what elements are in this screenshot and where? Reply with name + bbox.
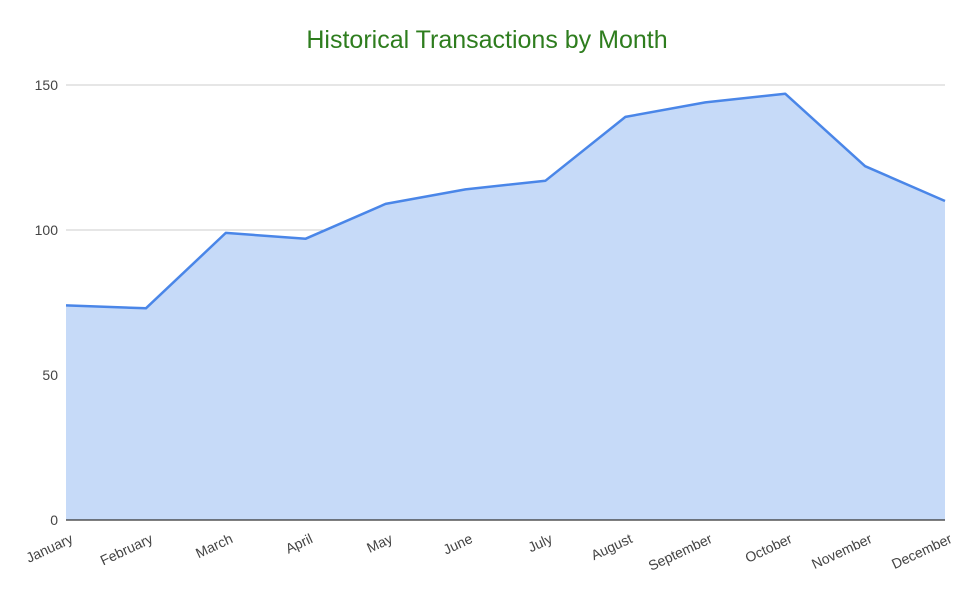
series-area-fill [66,93,945,520]
x-tick-label-march: March [193,530,235,561]
x-tick-label-february: February [98,530,156,568]
y-tick-label-150: 150 [35,77,59,93]
x-tick-label-april: April [283,530,315,556]
x-tick-label-july: July [525,530,554,555]
x-tick-label-june: June [441,530,475,557]
chart-title: Historical Transactions by Month [306,26,668,54]
series-line [65,92,946,310]
x-tick-label-september: September [646,530,715,574]
x-tick-label-november: November [809,530,875,572]
x-tick-label-may: May [364,530,395,556]
x-tick-label-december: December [889,530,955,572]
x-tick-label-october: October [743,530,795,566]
series-area [65,92,946,520]
y-tick-label-50: 50 [42,367,58,383]
y-tick-label-0: 0 [50,512,58,528]
x-tick-label-january: January [23,530,75,566]
x-tick-label-august: August [588,530,634,563]
y-tick-label-100: 100 [35,222,59,238]
